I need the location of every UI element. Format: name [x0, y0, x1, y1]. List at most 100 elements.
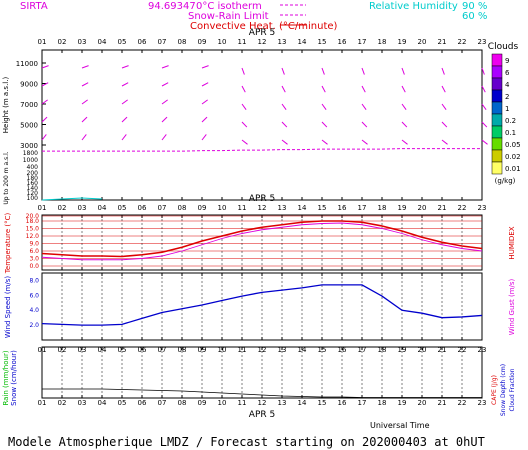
y-tick-label-low: 1000: [23, 157, 38, 164]
hour-tick-label: 18: [378, 38, 387, 46]
y-axis-label-snow: Snow (cm/hour): [10, 350, 18, 406]
wind-arrow: [41, 82, 49, 87]
wind-arrow: [201, 65, 209, 69]
hour-tick-label: 04: [98, 38, 107, 46]
wind-arrow: [281, 121, 288, 128]
legend-isotherm: 0°C isotherm: [196, 1, 262, 12]
wind-arrow: [321, 139, 328, 145]
hour-tick-label: 16: [338, 38, 347, 46]
hour-tick-label: 07: [158, 204, 167, 212]
y-tick-label: 12.0: [26, 233, 40, 240]
cloud-fraction-line: [42, 388, 482, 398]
wind-arrow: [481, 67, 485, 75]
hour-tick-label: 01: [38, 204, 47, 212]
y-axis-label-height: Height (m a.s.l.): [2, 77, 10, 134]
y-tick-label: 5000: [20, 122, 38, 130]
date-label: APR 5: [249, 194, 275, 204]
cloud-colorbar-label: 0.05: [505, 141, 521, 149]
hour-tick-label: 01: [38, 38, 47, 46]
wind-arrow: [281, 103, 287, 110]
wind-arrow: [161, 65, 169, 69]
y-tick-label: 15.0: [26, 226, 40, 233]
wind-arrow: [81, 65, 89, 69]
wind-arrow: [241, 85, 246, 93]
hour-tick-label: 04: [98, 399, 107, 407]
y-axis-label-cloud-fraction: Cloud Fraction: [509, 368, 516, 411]
wind-arrow: [441, 67, 445, 75]
hour-tick-label: 16: [338, 204, 347, 212]
wind-arrow: [281, 85, 286, 93]
cloud-colorbar-unit: (g/kg): [495, 177, 516, 185]
date-label: APR 5: [249, 410, 275, 420]
wind-arrow: [241, 67, 245, 75]
hour-tick-label: 13: [278, 399, 287, 407]
hour-tick-label: 21: [438, 38, 447, 46]
hour-tick-label: 17: [358, 204, 367, 212]
hour-tick-label: 07: [158, 38, 167, 46]
hour-tick-label: 21: [438, 399, 447, 407]
y-tick-label: 9.0: [29, 241, 39, 248]
wind-arrow: [361, 103, 367, 110]
legend-swatches: [280, 4, 306, 26]
wind-arrow: [201, 99, 208, 105]
wind-arrow: [161, 82, 169, 87]
hour-tick-label: 19: [398, 204, 407, 212]
y-tick-label-low: 180: [27, 175, 39, 182]
cloud-colorbar-title: Clouds: [488, 42, 519, 52]
hour-tick-label: 09: [198, 399, 207, 407]
cloud-colorbar-label: 0.01: [505, 165, 521, 173]
wind-arrow: [401, 67, 405, 75]
cloud-colorbar-swatch: [491, 53, 503, 67]
y-tick-label: 20.0: [26, 213, 40, 220]
hour-tick-label: 04: [98, 204, 107, 212]
cloud-colorbar-label: 2: [505, 93, 509, 101]
hour-tick-label: 03: [78, 204, 87, 212]
wind-arrow: [441, 121, 448, 128]
hour-tick-label: 20: [418, 204, 427, 212]
y-tick-label-low: 160: [27, 180, 39, 187]
hour-tick-label: 22: [458, 204, 467, 212]
hour-tick-label: 01: [38, 399, 47, 407]
hour-tick-label: 22: [458, 38, 467, 46]
y-tick-label: 3.0: [29, 256, 39, 263]
y-axis-label-cape: CAPE (J/g): [491, 375, 498, 405]
y-axis-label-temperature: Temperature (°C): [4, 213, 12, 275]
cloud-colorbar-label: 4: [505, 81, 510, 89]
hour-tick-label: 14: [298, 204, 307, 212]
wind-arrow: [241, 121, 248, 128]
wind-arrow: [121, 65, 129, 69]
wind-speed-line: [41, 284, 483, 326]
hour-tick-label: 11: [238, 399, 247, 407]
footer-title: Modele Atmospherique LMDZ / Forecast sta…: [8, 435, 485, 449]
y-tick-label: 11000: [16, 60, 38, 68]
cloud-colorbar-swatch: [491, 149, 503, 163]
y-tick-label-low: 100: [27, 195, 39, 202]
wind-arrow: [401, 121, 408, 128]
y-tick-label-low: 1800: [23, 150, 38, 157]
hour-tick-label: 12: [258, 204, 267, 212]
wind-arrow: [361, 121, 368, 128]
wind-arrow: [81, 99, 88, 105]
wind-arrow: [161, 99, 168, 105]
wind-arrow: [161, 134, 167, 141]
hour-tick-label: 11: [238, 38, 247, 46]
cloud-colorbar-label: 0.02: [505, 153, 521, 161]
cloud-colorbar-swatch: [491, 161, 503, 175]
y-axis-label-low: Up to 200 m a.s.l.: [3, 151, 10, 204]
hour-tick-label: 20: [418, 38, 427, 46]
y-tick-label: 8.0: [29, 277, 39, 284]
y-tick-label: 6.0: [29, 248, 39, 255]
cloud-colorbar-label: 0.1: [505, 129, 516, 137]
wind-arrow: [41, 65, 49, 69]
hour-tick-label: 08: [178, 204, 187, 212]
hour-tick-label: 23: [478, 38, 487, 46]
station-name: SIRTA: [20, 1, 48, 12]
wind-arrow: [241, 139, 248, 145]
y-tick-label: 9000: [20, 81, 38, 89]
cloud-colorbar-label: 0.2: [505, 117, 516, 125]
wind-arrow: [121, 134, 127, 141]
y-tick-label-low: 200: [27, 170, 39, 177]
hour-tick-label: 20: [418, 399, 427, 407]
wind-arrow: [41, 99, 48, 105]
wind-arrow: [201, 116, 208, 123]
